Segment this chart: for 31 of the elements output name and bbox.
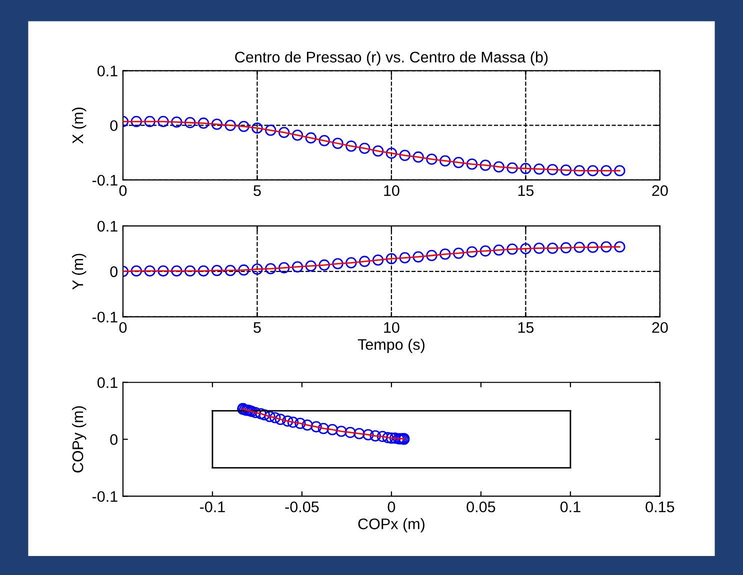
x-axis-title: Tempo (s) bbox=[358, 338, 424, 353]
y-tick-label: 0.1 bbox=[97, 377, 118, 388]
chart-title: Centro de Pressao (r) vs. Centro de Massa (b) bbox=[235, 51, 548, 66]
y-tick-label: 0 bbox=[110, 266, 118, 278]
x-tick-label: 0 bbox=[388, 501, 396, 512]
x-tick-label: -0.1 bbox=[200, 501, 225, 512]
y-axis-title: X (m) bbox=[72, 108, 86, 144]
x-axis-title: COPx (m) bbox=[358, 518, 424, 532]
y-tick-label: 0 bbox=[110, 120, 118, 132]
y-tick-label: 0.1 bbox=[97, 66, 118, 76]
x-tick-label: 0 bbox=[119, 322, 127, 333]
x-tick-label: 15 bbox=[518, 322, 534, 333]
x-tick-label: 0.05 bbox=[466, 501, 496, 512]
x-tick-label: 10 bbox=[384, 185, 400, 196]
y-axis-title: COPy (m) bbox=[72, 406, 86, 472]
x-tick-label: 10 bbox=[384, 322, 400, 333]
y-tick-label: 0 bbox=[110, 434, 118, 445]
y-tick-label: -0.1 bbox=[92, 491, 118, 502]
y-tick-label: -0.1 bbox=[92, 312, 118, 323]
x-tick-label: 20 bbox=[652, 322, 668, 333]
x-tick-label: 20 bbox=[652, 185, 668, 196]
y-tick-label: -0.1 bbox=[92, 174, 118, 186]
x-tick-label: 15 bbox=[518, 185, 534, 196]
x-tick-label: 0 bbox=[119, 185, 127, 196]
y-axis-title: Y (m) bbox=[72, 254, 86, 290]
x-tick-label: 5 bbox=[254, 185, 261, 196]
x-tick-label: 0.15 bbox=[646, 501, 674, 512]
x-tick-label: 0.1 bbox=[560, 501, 580, 512]
x-tick-label: -0.05 bbox=[285, 501, 319, 512]
x-tick-label: 5 bbox=[254, 322, 261, 333]
y-tick-label: 0.1 bbox=[97, 220, 118, 232]
